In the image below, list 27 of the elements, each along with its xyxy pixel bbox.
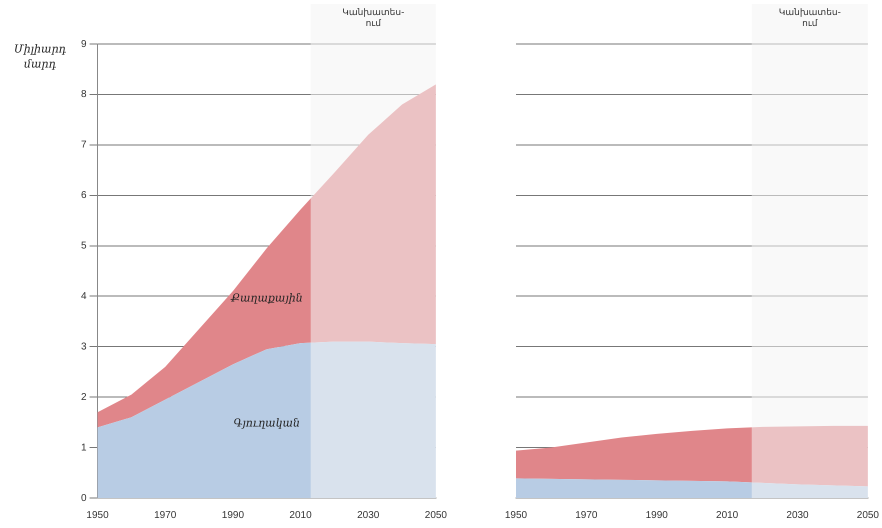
x-tick-label: 1970: [154, 510, 177, 521]
band-label: Կանխատես- ում: [342, 8, 404, 29]
y-tick-label: 4: [81, 290, 87, 302]
y-tick-label: 2: [81, 392, 87, 403]
x-tick-label: 2030: [357, 510, 380, 521]
y-tick-label: 7: [81, 140, 87, 151]
x-tick-label: 1990: [222, 510, 244, 521]
y-axis-title: Միլիարդ մարդ: [14, 42, 67, 70]
series-label: Քաղաքային: [230, 292, 303, 305]
y-tick-label: 3: [81, 341, 87, 352]
y-tick-label: 1: [81, 442, 87, 454]
y-tick-label: 9: [81, 38, 87, 50]
y-tick-label: 8: [81, 89, 87, 100]
x-tick-label: 1970: [575, 510, 598, 521]
y-tick-label: 6: [81, 190, 87, 202]
x-tick-label: 1950: [504, 510, 528, 521]
x-tick-label: 2010: [716, 510, 739, 521]
x-tick-label: 1950: [86, 510, 110, 521]
y-tick-label: 0: [81, 492, 87, 504]
series-label: Գյուղական: [233, 416, 300, 430]
x-tick-label: 2050: [424, 510, 448, 521]
band-label: Կանխատես- ում: [778, 8, 841, 29]
x-tick-label: 1990: [646, 510, 668, 521]
y-tick-label: 5: [81, 240, 87, 252]
x-tick-label: 2030: [786, 510, 810, 521]
x-tick-label: 2010: [289, 510, 312, 521]
x-tick-label: 2050: [856, 510, 880, 521]
